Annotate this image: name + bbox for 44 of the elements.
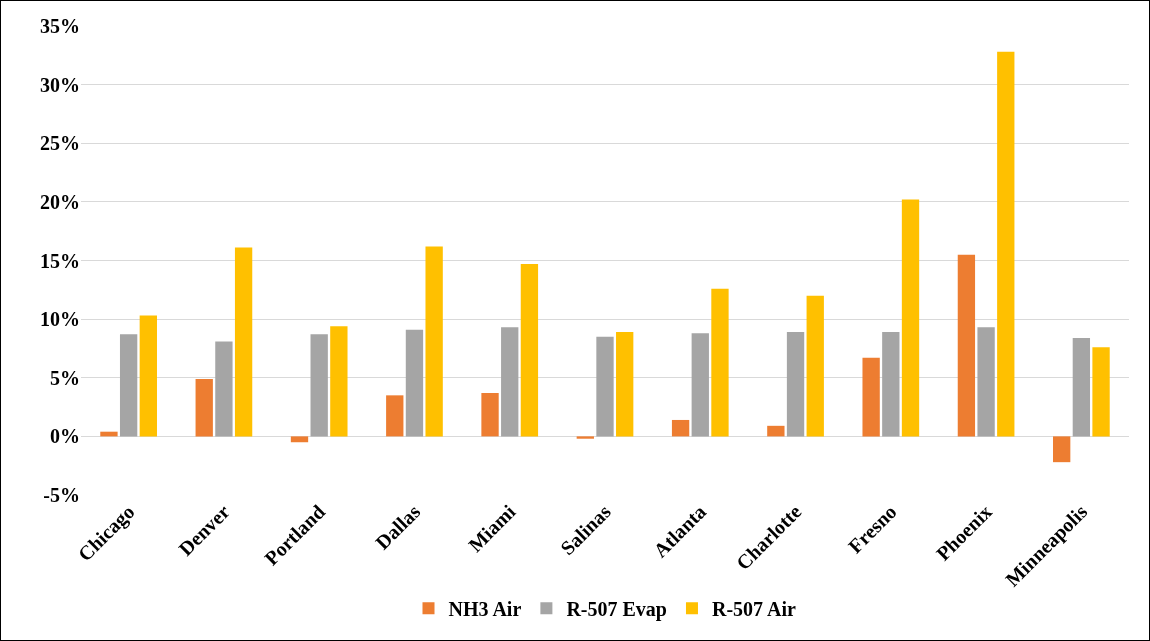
bar (425, 246, 443, 437)
bar (901, 199, 920, 437)
bar (195, 378, 213, 437)
bar (767, 425, 785, 437)
legend-label: R-507 Evap (566, 598, 667, 622)
y-tick-label: -5% (43, 484, 80, 506)
bar (576, 436, 594, 439)
bar (977, 327, 995, 437)
bar (786, 332, 805, 437)
y-tick-label: 30% (40, 73, 80, 96)
bar (691, 333, 709, 437)
bar (862, 357, 880, 437)
bar (957, 254, 976, 437)
y-tick-label: 10% (40, 308, 80, 331)
bar (1092, 347, 1110, 437)
bar (997, 51, 1015, 437)
legend-label: R-507 Air (711, 598, 796, 621)
bar (1072, 337, 1091, 437)
bar (386, 395, 404, 437)
bar (616, 332, 634, 437)
bar (501, 327, 519, 437)
bar (330, 326, 348, 437)
y-tick-label: 0% (50, 425, 80, 448)
bar (310, 334, 328, 437)
bar (481, 392, 499, 437)
y-tick-label: 20% (40, 190, 80, 213)
bar (215, 341, 233, 437)
y-tick-label: 35% (40, 15, 80, 37)
bar (520, 264, 539, 437)
y-tick-label: 25% (40, 132, 80, 155)
y-tick-label: 5% (50, 366, 80, 389)
y-tick-label: 15% (40, 249, 80, 272)
bar (882, 332, 900, 437)
bar (1053, 436, 1071, 463)
bar (806, 295, 824, 437)
bar (290, 436, 309, 443)
bar (405, 329, 424, 437)
bar (139, 315, 157, 437)
bar (234, 247, 253, 437)
bar (119, 334, 138, 437)
legend-label: NH3 Air (448, 598, 522, 621)
bar (671, 419, 690, 437)
bar (711, 288, 729, 437)
bar (596, 336, 614, 437)
